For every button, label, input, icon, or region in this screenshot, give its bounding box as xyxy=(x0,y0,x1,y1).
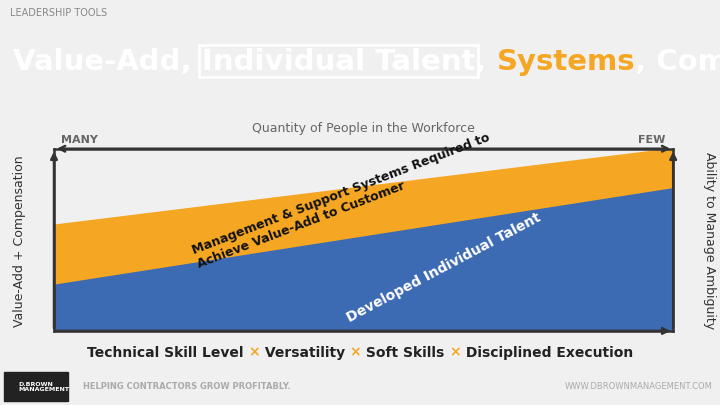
Text: Soft Skills: Soft Skills xyxy=(361,345,449,359)
Text: Quantity of People in the Workforce: Quantity of People in the Workforce xyxy=(252,122,475,135)
Text: Technical Skill Level: Technical Skill Level xyxy=(86,345,248,359)
Text: Developed Individual Talent: Developed Individual Talent xyxy=(345,210,544,325)
Text: Management & Support Systems Required to
Achieve Value-Add to Customer: Management & Support Systems Required to… xyxy=(190,130,497,270)
Polygon shape xyxy=(54,149,673,286)
Text: ×: × xyxy=(449,345,461,359)
Text: D.BROWN
MANAGEMENT: D.BROWN MANAGEMENT xyxy=(18,381,69,392)
Text: Versatility: Versatility xyxy=(260,345,350,359)
Bar xyxy=(4,372,68,401)
Text: Individual Talent: Individual Talent xyxy=(202,48,475,76)
Text: , Compensation & Cost: , Compensation & Cost xyxy=(635,48,720,76)
Text: Value-Add + Compensation: Value-Add + Compensation xyxy=(14,155,27,326)
Text: Disciplined Execution: Disciplined Execution xyxy=(461,345,634,359)
Text: Ability to Manage Ambiguity: Ability to Manage Ambiguity xyxy=(703,152,716,328)
Text: ,: , xyxy=(475,48,497,76)
Text: MANY: MANY xyxy=(61,134,99,144)
Text: HELPING CONTRACTORS GROW PROFITABLY.: HELPING CONTRACTORS GROW PROFITABLY. xyxy=(83,382,291,390)
Text: LEADERSHIP TOOLS: LEADERSHIP TOOLS xyxy=(10,9,107,18)
Text: Systems: Systems xyxy=(497,48,635,76)
Text: WWW.DBROWNMANAGEMENT.COM: WWW.DBROWNMANAGEMENT.COM xyxy=(565,382,713,390)
Polygon shape xyxy=(54,190,673,331)
Text: FEW: FEW xyxy=(639,134,666,144)
Text: ×: × xyxy=(350,345,361,359)
Text: Value-Add,: Value-Add, xyxy=(13,48,202,76)
Text: ×: × xyxy=(248,345,260,359)
